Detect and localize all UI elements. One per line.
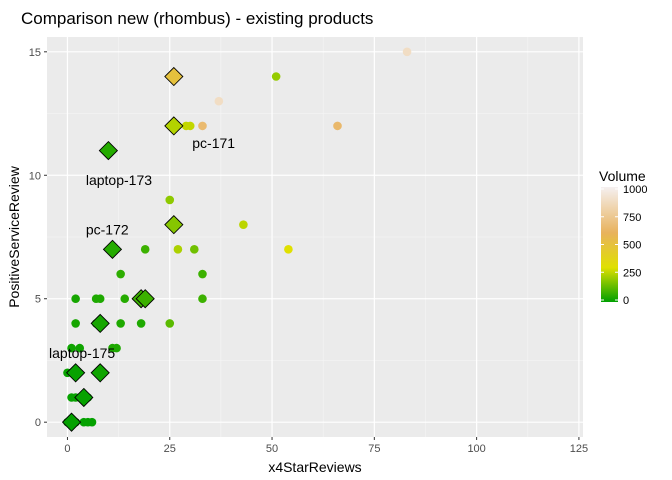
new-product-rhombus — [164, 215, 184, 235]
y-tick-label: 5 — [35, 294, 41, 306]
new-product-rhombus — [66, 363, 86, 383]
existing-products-points — [63, 47, 412, 427]
legend-tick-label: 500 — [623, 240, 641, 252]
new-product-rhombus — [90, 363, 110, 383]
existing-product-point — [87, 417, 97, 427]
x-tick-label: 75 — [368, 443, 380, 455]
existing-product-point — [165, 319, 175, 328]
existing-product-point — [120, 294, 130, 304]
new-product-rhombus — [61, 412, 82, 432]
existing-product-point — [284, 245, 293, 254]
legend-tick-label: 0 — [623, 295, 629, 307]
existing-product-point — [198, 294, 207, 304]
new-product-rhombus — [164, 66, 184, 87]
legend-colorbar — [601, 187, 618, 302]
legend-tick-label: 250 — [623, 267, 641, 279]
existing-product-point — [214, 96, 224, 106]
new-products-points — [61, 66, 184, 432]
new-product-rhombus — [74, 387, 94, 408]
y-axis-title: PositiveServiceReview — [6, 165, 22, 307]
existing-product-point — [136, 319, 146, 328]
x-tick-label: 0 — [64, 443, 70, 455]
legend-tick-label: 1000 — [623, 184, 647, 196]
annotation-label: laptop-173 — [86, 172, 152, 188]
existing-product-point — [67, 343, 76, 353]
y-tick-label: 15 — [29, 47, 41, 59]
new-product-rhombus — [98, 140, 119, 161]
existing-product-point — [112, 343, 121, 353]
y-tick-label: 10 — [29, 170, 41, 182]
annotation-label: laptop-175 — [49, 345, 115, 361]
new-product-rhombus — [90, 313, 110, 334]
existing-product-point — [271, 72, 281, 81]
x-tick-label: 50 — [266, 443, 278, 455]
existing-product-point — [71, 319, 80, 328]
existing-product-point — [116, 269, 125, 279]
y-tick-label: 0 — [35, 417, 41, 429]
grid-minor — [47, 37, 583, 437]
existing-product-point — [189, 245, 199, 254]
existing-product-point — [173, 245, 183, 254]
new-product-rhombus — [135, 289, 155, 309]
annotation-label: pc-171 — [192, 135, 235, 151]
annotation-label: pc-172 — [86, 222, 129, 238]
existing-product-point — [333, 121, 342, 131]
x-tick-label: 25 — [164, 443, 176, 455]
x-axis-ticks: 0 25 50 75 100 125 — [64, 437, 588, 455]
legend-tick-label: 750 — [623, 212, 641, 224]
existing-product-point — [402, 47, 412, 57]
existing-product-point — [198, 269, 207, 279]
legend-ticks: 0 250 500 750 1000 — [601, 184, 647, 307]
existing-product-point — [239, 220, 248, 229]
x-axis-title: x4StarReviews — [268, 459, 361, 475]
existing-product-point — [71, 294, 80, 304]
x-tick-label: 125 — [570, 443, 588, 455]
new-product-rhombus — [102, 239, 123, 259]
existing-product-point — [75, 343, 85, 353]
y-axis-ticks: 0 5 10 15 — [29, 47, 47, 429]
legend: Volume 0 250 500 750 1000 — [599, 168, 647, 307]
existing-product-point — [95, 294, 105, 304]
existing-product-point — [165, 195, 175, 205]
annotations: pc-171 laptop-173 pc-172 laptop-175 — [49, 135, 235, 361]
existing-product-point — [116, 319, 125, 328]
existing-product-point — [181, 121, 191, 131]
existing-product-point — [198, 121, 207, 131]
legend-title: Volume — [599, 168, 646, 184]
chart-title: Comparison new (rhombus) - existing prod… — [21, 9, 373, 28]
x-tick-label: 100 — [467, 443, 485, 455]
existing-product-point — [140, 245, 150, 254]
new-product-rhombus — [164, 116, 184, 136]
